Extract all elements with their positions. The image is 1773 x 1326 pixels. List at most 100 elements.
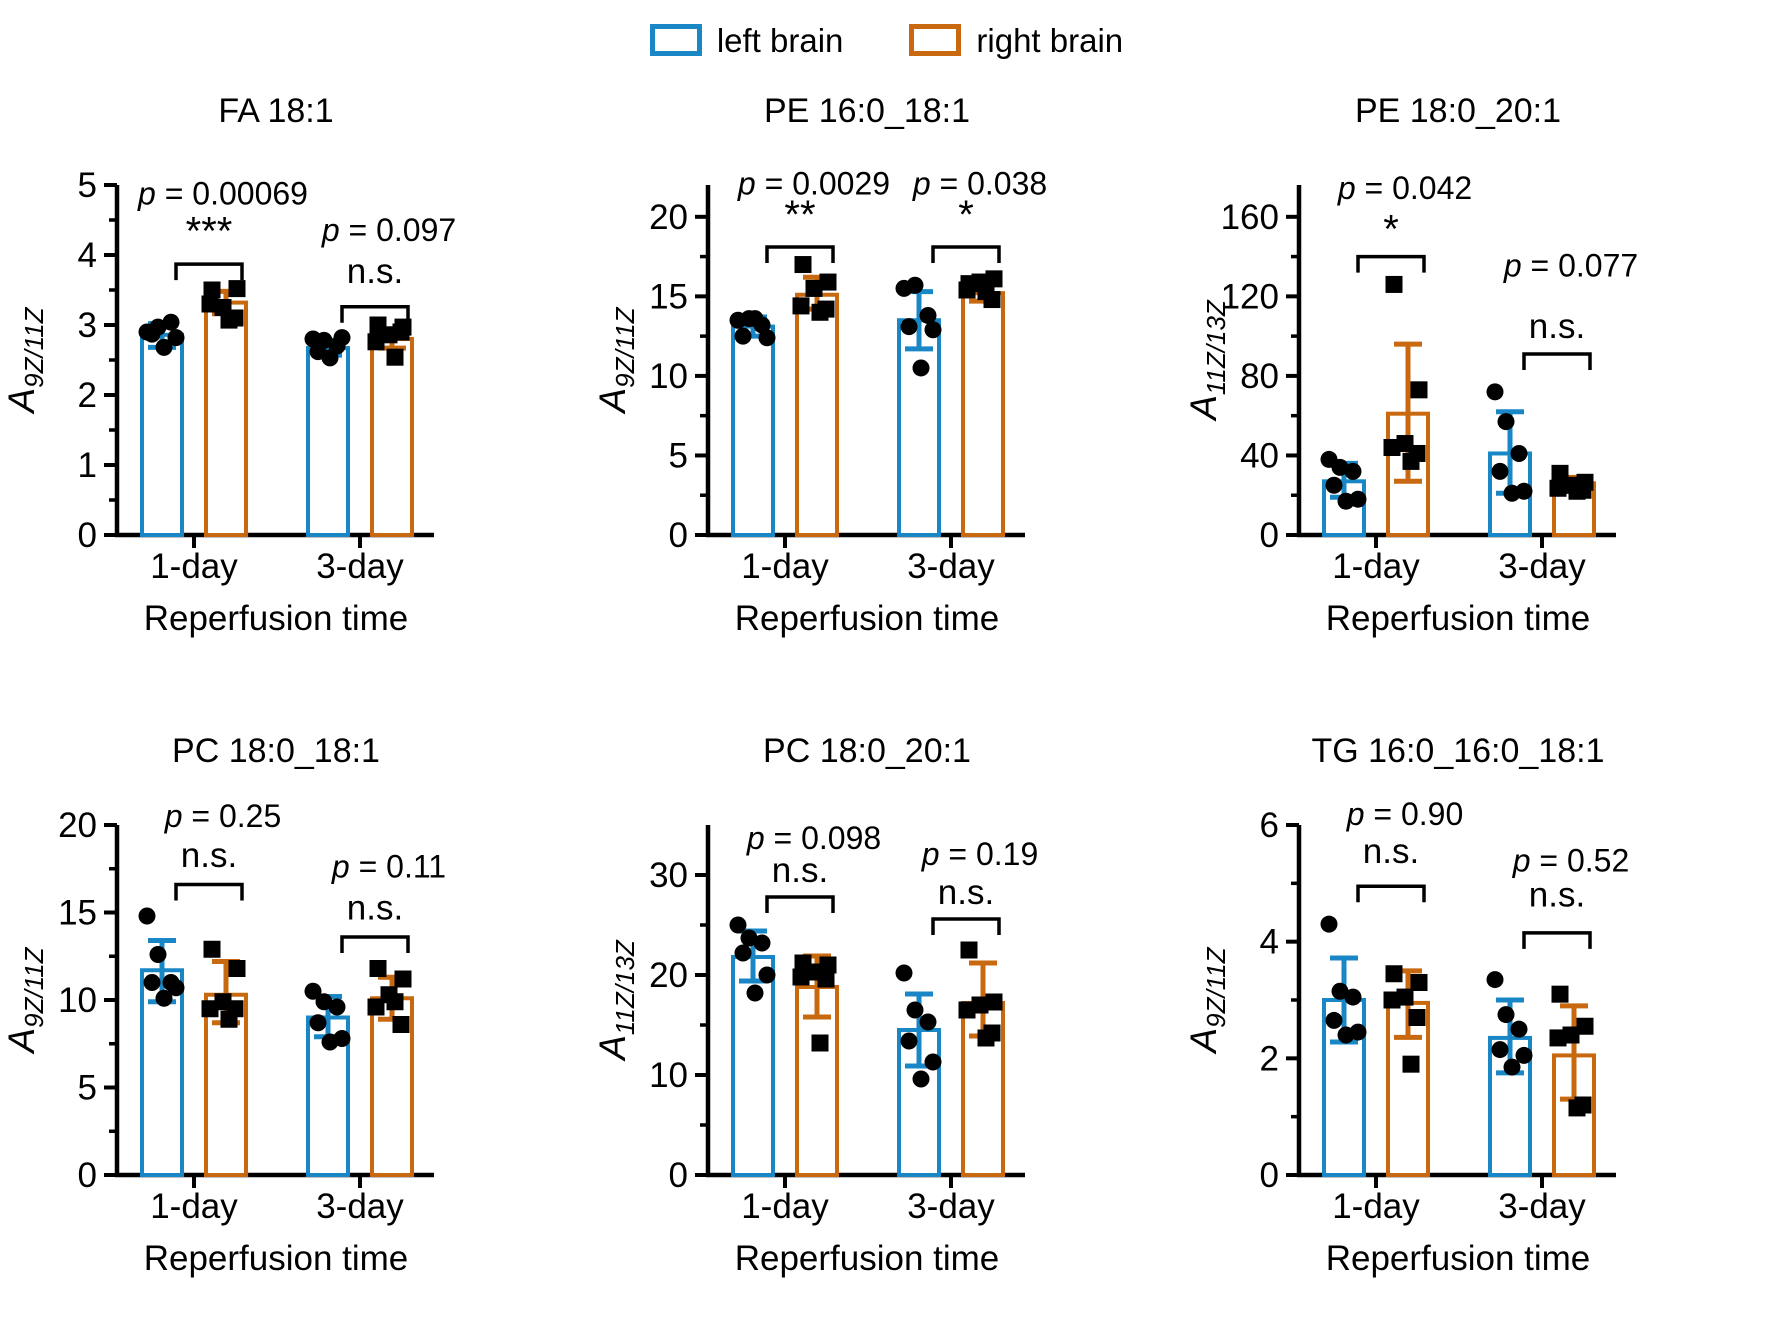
y-tick-label: 15: [649, 277, 688, 316]
data-point-circle: [1497, 1006, 1515, 1024]
data-point-square: [392, 323, 410, 341]
data-point-circle: [333, 329, 351, 347]
legend-label-right-brain: right brain: [976, 21, 1124, 59]
significance-bracket: [765, 895, 835, 913]
p-value-label: p = 0.098: [746, 820, 881, 856]
x-tick-label: 3-day: [907, 1187, 995, 1226]
data-point-circle: [1344, 988, 1362, 1006]
data-point-circle: [155, 989, 173, 1007]
data-point-circle: [758, 966, 776, 984]
significance-bracket: [1356, 884, 1426, 903]
data-point-square: [971, 996, 989, 1014]
data-point-square: [201, 295, 219, 313]
x-tick-label: 1-day: [741, 547, 829, 586]
data-point-square: [203, 940, 221, 958]
panel-title: PE 18:0_20:1: [1355, 92, 1561, 130]
data-point-circle: [1325, 1011, 1343, 1029]
data-point-circle: [734, 327, 752, 345]
x-tick-label: 1-day: [150, 547, 238, 586]
y-tick-label: 0: [78, 516, 97, 555]
data-point-circle: [315, 993, 333, 1011]
data-point-square: [1402, 452, 1420, 470]
data-point-square: [977, 1029, 995, 1047]
left-brain-swatch: [649, 24, 702, 56]
panel-title: PC 18:0_20:1: [763, 732, 971, 770]
y-tick-label: 2: [78, 376, 97, 415]
y-tick-label: 6: [1260, 806, 1279, 845]
data-point-square: [1408, 1009, 1426, 1026]
p-value-label: p = 0.11: [331, 849, 446, 885]
data-point-square: [367, 998, 385, 1016]
data-point-circle: [143, 325, 161, 343]
data-point-circle: [895, 964, 913, 982]
x-axis-title: Reperfusion time: [144, 599, 409, 638]
y-tick-label: 0: [1260, 1156, 1279, 1195]
data-point-square: [817, 970, 835, 988]
data-point-square: [367, 333, 385, 351]
data-point-square: [386, 993, 404, 1011]
data-point-circle: [906, 1001, 924, 1019]
x-tick-label: 1-day: [150, 1187, 238, 1226]
data-point-circle: [328, 998, 346, 1016]
data-point-circle: [1320, 915, 1338, 933]
data-point-circle: [1325, 476, 1343, 494]
data-point-square: [811, 1034, 829, 1052]
p-value-label: p = 0.00069: [137, 176, 308, 212]
p-value-label: p = 0.90: [1346, 796, 1464, 832]
data-point-square: [203, 281, 221, 299]
y-axis-title: A9Z/11Z: [1, 946, 49, 1054]
bar-left-brain: [731, 324, 775, 537]
data-point-square: [1549, 1029, 1567, 1047]
y-tick-label: 5: [78, 1069, 97, 1108]
data-point-circle: [758, 329, 776, 347]
data-point-square: [1385, 965, 1403, 983]
data-point-square: [977, 283, 995, 301]
significance-label: ***: [186, 210, 233, 254]
significance-bracket: [1356, 254, 1426, 273]
significance-label: n.s.: [181, 836, 237, 875]
p-value-label: p = 0.19: [921, 836, 1039, 872]
p-value-label: p = 0.077: [1503, 247, 1638, 283]
data-point-circle: [1491, 462, 1509, 480]
data-point-circle: [729, 916, 747, 934]
significance-label: n.s.: [347, 889, 403, 928]
data-point-square: [1549, 479, 1567, 497]
y-tick-label: 160: [1221, 198, 1279, 237]
data-point-circle: [1486, 971, 1504, 989]
data-point-circle: [1510, 1020, 1528, 1038]
bar-left-brain: [897, 318, 941, 537]
data-point-square: [958, 281, 976, 299]
significance-label: n.s.: [772, 851, 828, 890]
y-axis-title: A11Z/13Z: [592, 939, 640, 1062]
x-tick-label: 3-day: [1498, 1187, 1586, 1226]
x-tick-label: 1-day: [1332, 547, 1420, 586]
data-point-circle: [912, 1070, 930, 1088]
x-axis-title: Reperfusion time: [735, 599, 1000, 638]
y-tick-label: 3: [78, 306, 97, 345]
data-point-square: [1410, 381, 1428, 399]
y-tick-label: 20: [649, 198, 688, 237]
data-point-square: [1551, 985, 1569, 1003]
data-point-square: [220, 311, 238, 329]
data-point-circle: [746, 310, 764, 328]
data-point-circle: [1510, 444, 1528, 462]
y-tick-label: 80: [1240, 357, 1279, 396]
data-point-circle: [924, 321, 942, 339]
data-point-circle: [906, 276, 924, 294]
data-point-square: [805, 279, 823, 297]
significance-bracket: [174, 262, 244, 281]
y-tick-label: 0: [1260, 516, 1279, 555]
x-axis-title: Reperfusion time: [735, 1239, 1000, 1278]
significance-label: n.s.: [1363, 832, 1419, 871]
data-point-square: [201, 1000, 219, 1018]
bar-right-brain: [795, 292, 839, 537]
data-point-square: [819, 273, 837, 291]
data-point-circle: [1486, 383, 1504, 401]
bar-right-brain: [370, 337, 414, 537]
significance-label: n.s.: [1529, 876, 1585, 915]
y-tick-label: 0: [669, 1156, 688, 1195]
y-tick-label: 30: [649, 856, 688, 895]
data-point-circle: [167, 329, 185, 347]
y-tick-label: 4: [78, 236, 97, 275]
data-point-circle: [912, 359, 930, 377]
